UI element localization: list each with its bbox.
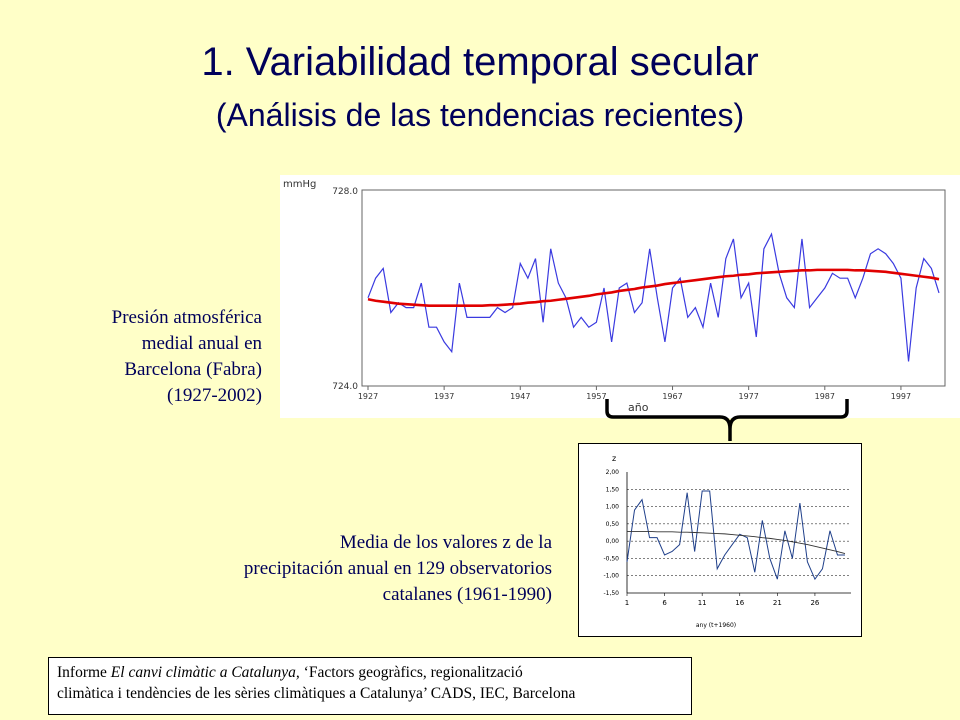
precipitation-zscore-chart: z any (t+1960) 2,00 1,50 1,00 0,50 0,00 -0,50… xyxy=(578,443,862,637)
citation-line-1: Informe El canvi climàtic a Catalunya, ‘… xyxy=(57,662,683,683)
caption-line: catalanes (1961-1990) xyxy=(382,584,552,605)
bracket-connector xyxy=(605,399,849,441)
curly-brace-shape xyxy=(605,399,849,441)
x-tick-label: 1967 xyxy=(662,392,682,401)
y-tick-label: -1,00 xyxy=(603,573,619,580)
precipitation-chart-caption: Media de los valores z de la precipitaci… xyxy=(244,530,552,608)
caption-line: medial anual en xyxy=(141,333,262,354)
zscore-trend-line xyxy=(627,531,846,555)
x-tick-label: 1977 xyxy=(738,392,758,401)
x-tick-label: 1927 xyxy=(358,392,378,401)
x-tick-label: 1997 xyxy=(891,392,911,401)
plot-frame xyxy=(361,189,946,387)
x-tick-label: 1987 xyxy=(815,392,835,401)
citation-report-title: El canvi climàtic a Catalunya, xyxy=(110,664,300,681)
y-tick-label: 728.0 xyxy=(332,187,358,197)
citation-line-2: climàtica i tendències de les sèries cli… xyxy=(57,685,576,702)
citation-chapter: ‘Factors geogràfics, regionalització xyxy=(299,664,523,681)
y-tick-label: -0,50 xyxy=(603,555,619,562)
x-tick-label: 1 xyxy=(625,599,629,607)
citation-prefix: Informe xyxy=(57,664,111,681)
caption-line: Barcelona (Fabra) xyxy=(124,359,262,380)
x-tick-label: 11 xyxy=(698,599,707,607)
x-tick-label: 1947 xyxy=(510,392,530,401)
zscore-chart-svg: z any (t+1960) 2,00 1,50 1,00 0,50 0,00 -0,50… xyxy=(603,454,851,629)
y-tick-label: 1,00 xyxy=(606,504,620,511)
source-citation: Informe El canvi climàtic a Catalunya, ‘… xyxy=(48,657,692,715)
pressure-chart-caption: Presión atmosférica medial anual en Barc… xyxy=(112,305,262,409)
x-axis-label: any (t+1960) xyxy=(696,622,736,629)
y-tick-label: -1,50 xyxy=(603,590,619,597)
slide-subtitle: (Análisis de las tendencias recientes) xyxy=(215,97,745,133)
x-tick-label: 6 xyxy=(662,599,667,607)
y-tick-label: 724.0 xyxy=(332,382,358,392)
pressure-trend-line xyxy=(367,268,940,307)
y-tick-label: 0,50 xyxy=(606,521,620,528)
annual-pressure-line xyxy=(367,232,940,362)
slide-title: 1. Variabilidad temporal secular xyxy=(201,40,759,84)
y-axis-label: z xyxy=(612,454,616,463)
x-tick-label: 1937 xyxy=(434,392,454,401)
y-tick-label: 2,00 xyxy=(606,469,620,476)
caption-line: Presión atmosférica xyxy=(111,307,262,328)
x-tick-label: 16 xyxy=(735,599,744,607)
x-tick-label: 21 xyxy=(773,599,782,607)
caption-line: precipitación anual en 129 observatorios xyxy=(243,558,552,579)
y-tick-label: 1,50 xyxy=(606,486,620,493)
y-axis-label: mmHg xyxy=(283,179,316,190)
x-tick-label: 26 xyxy=(810,599,819,607)
caption-line: (1927-2002) xyxy=(167,385,262,406)
x-axis-label: año xyxy=(628,401,649,414)
pressure-chart: mmHg año 728.0 724.0 1927 1937 1947 1957 1967 1… xyxy=(280,175,960,418)
caption-line: Media de los valores z de la xyxy=(339,532,552,553)
y-tick-label: 0,00 xyxy=(606,538,620,545)
annual-zscore-line xyxy=(626,490,845,581)
x-tick-label: 1957 xyxy=(586,392,606,401)
